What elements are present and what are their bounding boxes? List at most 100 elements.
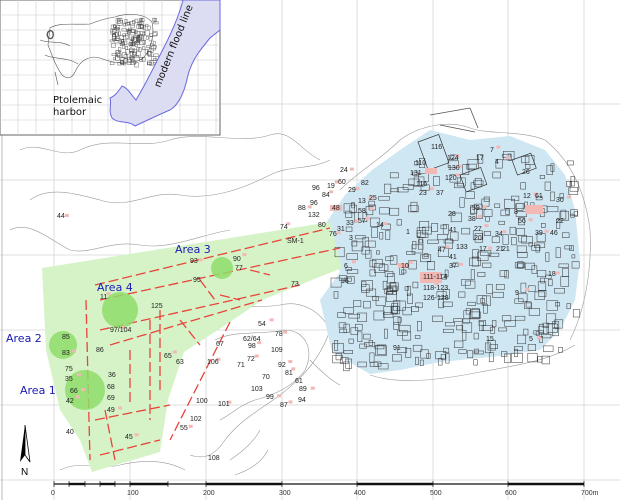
building-outline [559, 211, 569, 221]
building-outline [462, 318, 470, 324]
site-label: 59 [472, 205, 480, 212]
building-outline [498, 220, 505, 225]
site-marker [288, 360, 293, 364]
building-outline [552, 321, 560, 329]
building-outline [365, 249, 372, 259]
site-label: 68 [107, 384, 115, 391]
building-outline [357, 331, 363, 342]
building-outline [418, 239, 424, 250]
site-marker [544, 229, 549, 233]
building-outline [419, 158, 426, 168]
building-outline [374, 345, 385, 350]
building-outline [505, 208, 510, 215]
building-outline [474, 178, 482, 188]
building-outline [383, 312, 394, 318]
building-outline [560, 276, 569, 287]
site-label: 61 [535, 193, 543, 200]
site-marker [434, 282, 439, 286]
site-label: 67 [216, 341, 224, 348]
building-outline [485, 216, 490, 222]
building-outline [384, 271, 394, 277]
building-outline [525, 301, 532, 308]
site-marker [506, 156, 511, 160]
building-outline [369, 352, 375, 363]
building-outline [436, 291, 447, 297]
site-label: 48 [332, 205, 340, 212]
building-outline [404, 286, 409, 291]
site-label: 109 [271, 347, 283, 354]
excavation-area-circle [102, 292, 138, 328]
site-marker [528, 218, 533, 222]
building-outline [408, 205, 419, 213]
site-label: 86 [96, 347, 104, 354]
building-outline [504, 198, 515, 209]
building-outline [349, 204, 357, 213]
site-label: 111-114 [423, 274, 447, 281]
site-marker [533, 192, 538, 196]
site-marker [286, 222, 291, 226]
building-outline [492, 171, 501, 179]
building-outline [477, 272, 486, 277]
site-label: 116 [431, 144, 442, 151]
building-outline [443, 328, 454, 333]
site-label: 69 [107, 395, 115, 402]
building-outline [345, 210, 353, 218]
contour-line [339, 123, 591, 341]
site-label: 46 [550, 230, 558, 237]
site-label: 118-123 [423, 285, 448, 292]
building-outline [486, 284, 493, 294]
building-outline [492, 320, 497, 328]
building-outline [473, 180, 484, 185]
building-outline [415, 302, 423, 308]
north-arrow-icon: N [20, 424, 31, 478]
building-outline [346, 253, 358, 260]
site-label: 7 [490, 147, 494, 154]
building-outline [355, 323, 363, 331]
site-marker [336, 231, 341, 235]
building-outline [502, 234, 509, 245]
building-outline [476, 209, 483, 219]
building-outline [472, 230, 483, 241]
building-outline [427, 239, 439, 244]
building-outline [537, 281, 547, 291]
building-outline [373, 361, 382, 367]
inset-map: modern flood line Ptolemaic harbor [0, 0, 221, 136]
site-marker [365, 216, 370, 220]
building-outline [361, 281, 367, 287]
building-outline [384, 183, 392, 194]
building-outline [414, 335, 421, 339]
building-outline [450, 231, 459, 241]
site-label: 57 [358, 218, 366, 225]
building-outline [511, 195, 520, 202]
site-label: 125 [151, 303, 163, 310]
building-outline [518, 234, 527, 243]
building-outline [375, 296, 386, 306]
area-labels: Area 1 Area 2 Area 3 Area 4 [6, 243, 211, 397]
site-label: 96 [312, 185, 320, 192]
building-outline [379, 207, 390, 215]
wall-line [85, 299, 91, 461]
flood-line [109, 0, 221, 127]
building-outline [386, 286, 397, 295]
building-outline [537, 270, 547, 278]
site-label: 87 [280, 402, 288, 409]
site-label: 24 [340, 167, 348, 174]
site-marker [355, 187, 360, 191]
wall-line [99, 439, 161, 456]
building-outline [461, 322, 473, 333]
contour-line [9, 227, 231, 252]
excavation-area-circle [49, 331, 77, 359]
building-outline [476, 154, 484, 164]
site-label: 90 [233, 256, 241, 263]
site-label: 4 [495, 159, 499, 166]
harbor-area [42, 222, 342, 472]
building-outline [473, 350, 485, 355]
building-outline [554, 288, 565, 294]
building-outline [552, 328, 559, 337]
site-label: 26 [522, 169, 530, 176]
building-outline [528, 308, 540, 316]
site-marker [496, 145, 501, 149]
site-marker [76, 373, 81, 377]
building-outline [422, 226, 432, 235]
